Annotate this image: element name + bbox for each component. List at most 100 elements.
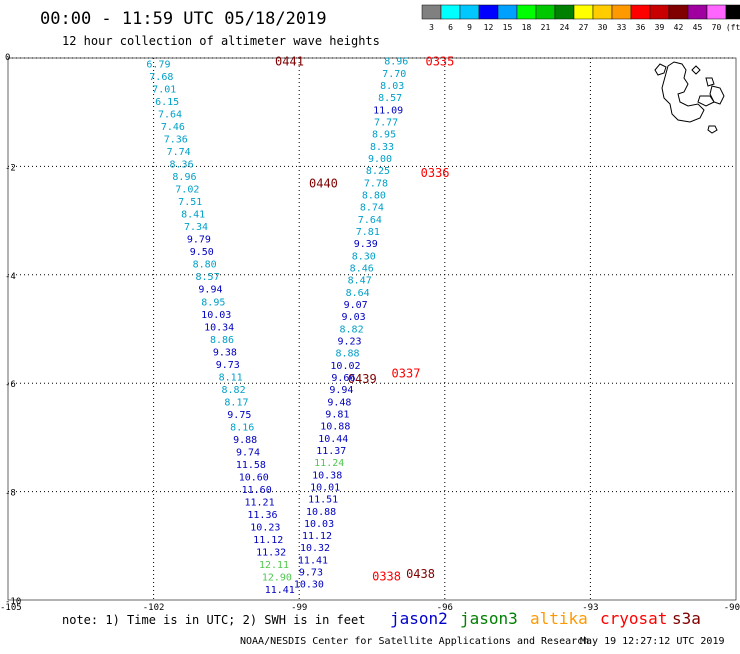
swh-value: 9.81 <box>325 409 349 420</box>
legend-swatch-7 <box>554 4 575 20</box>
legend-swatch-11 <box>630 4 651 20</box>
satellite-label-s3a: s3a <box>672 609 701 628</box>
swh-value: 11.37 <box>316 446 346 457</box>
swh-value: 9.94 <box>198 285 222 296</box>
swh-value: 10.02 <box>330 361 360 372</box>
swh-value: 8.80 <box>362 191 386 202</box>
legend-label-16: (ft) <box>726 23 740 32</box>
xtick--93: -93 <box>582 603 598 613</box>
legend-swatch-5 <box>516 4 537 20</box>
swh-value: 7.68 <box>149 72 173 83</box>
swh-value: 7.51 <box>178 197 202 208</box>
swh-value: 8.57 <box>378 93 402 104</box>
ytick--8: -8 <box>5 489 16 499</box>
swh-value: 8.57 <box>196 272 220 283</box>
plot-grid <box>7 57 737 601</box>
swh-value: 8.96 <box>172 172 196 183</box>
pass-time-label: 0438 <box>406 567 435 581</box>
pass-time-label: 0336 <box>421 166 450 180</box>
swh-value: 12.11 <box>259 560 289 571</box>
legend-swatch-2 <box>459 4 480 20</box>
swh-value: 8.03 <box>380 81 404 92</box>
swh-value: 8.41 <box>181 210 205 221</box>
swh-value: 7.02 <box>175 185 199 196</box>
legend-swatch-14 <box>687 4 708 20</box>
legend-swatch-15 <box>706 4 727 20</box>
swh-value: 7.01 <box>152 84 176 95</box>
island-outline-4 <box>709 85 725 105</box>
legend-swatch-6 <box>535 4 556 20</box>
footer-note: note: 1) Time is in UTC; 2) SWH is in fe… <box>62 613 365 627</box>
legend-label-0: 3 <box>429 23 434 32</box>
swh-value: 8.82 <box>222 385 246 396</box>
xtick--99: -99 <box>291 603 307 613</box>
swh-value: 10.01 <box>310 482 340 493</box>
legend-swatch-9 <box>592 4 613 20</box>
xtick--105: -105 <box>0 603 22 613</box>
island-outline-3 <box>705 77 715 87</box>
xtick--90: -90 <box>724 603 740 613</box>
legend-swatch-3 <box>478 4 499 20</box>
island-outline-6 <box>707 125 718 134</box>
swh-value: 7.34 <box>184 222 208 233</box>
swh-value: 8.96 <box>384 57 408 68</box>
pass-time-label: 0335 <box>425 55 454 69</box>
swh-value: 9.74 <box>236 447 260 458</box>
footer-timestamp: May 19 12:27:12 UTC 2019 <box>580 636 725 647</box>
swh-value: 12.90 <box>262 573 292 584</box>
swh-value: 10.60 <box>239 473 269 484</box>
island-outline-1 <box>661 61 705 123</box>
swh-value: 10.88 <box>320 422 350 433</box>
swh-value: 11.09 <box>373 105 403 116</box>
swh-value: 8.95 <box>372 130 396 141</box>
footer-credit: NOAA/NESDIS Center for Satellite Applica… <box>240 636 589 647</box>
legend-label-13: 42 <box>674 23 684 32</box>
swh-value: 8.11 <box>219 372 243 383</box>
island-outline-0 <box>654 63 667 76</box>
swh-value: 9.39 <box>354 239 378 250</box>
swh-value: 8.82 <box>340 324 364 335</box>
swh-value: 11.32 <box>256 548 286 559</box>
swh-value: 10.03 <box>304 519 334 530</box>
swh-value: 10.23 <box>250 523 280 534</box>
axis-ticks: 0 -2 -4 -6 -8 -10-105 -102 -99 -96 -93 -90 <box>0 53 740 613</box>
swh-value: 6.15 <box>155 97 179 108</box>
swh-value: 11.36 <box>247 510 277 521</box>
swh-value: 9.00 <box>368 154 392 165</box>
ytick--4: -4 <box>5 272 16 282</box>
ytick--6: -6 <box>5 380 16 390</box>
legend-swatch-1 <box>440 4 461 20</box>
island-outline-2 <box>691 65 701 75</box>
legend-label-1: 6 <box>448 23 453 32</box>
legend-label-8: 27 <box>579 23 589 32</box>
swh-value: 9.23 <box>337 336 361 347</box>
legend-label-3: 12 <box>484 23 494 32</box>
swh-value: 8.25 <box>366 166 390 177</box>
swh-value: 9.50 <box>190 247 214 258</box>
swh-value: 10.32 <box>300 543 330 554</box>
swh-value: 8.95 <box>201 297 225 308</box>
swh-value: 11.58 <box>236 460 266 471</box>
swh-value: 9.07 <box>344 300 368 311</box>
xtick--96: -96 <box>437 603 453 613</box>
swh-value: 7.64 <box>358 215 382 226</box>
swh-value: 8.33 <box>370 142 394 153</box>
swh-value: 6.79 <box>146 59 170 70</box>
swh-value: 9.94 <box>329 385 353 396</box>
swh-value: 9.73 <box>216 360 240 371</box>
swh-value: 10.03 <box>201 310 231 321</box>
pass-time-label: 0440 <box>309 177 338 191</box>
legend-swatch-16 <box>725 4 740 20</box>
legend-label-11: 36 <box>636 23 646 32</box>
swh-value: 9.03 <box>342 312 366 323</box>
swh-value: 9.48 <box>327 397 351 408</box>
legend-swatch-8 <box>573 4 594 20</box>
legend-label-7: 24 <box>560 23 570 32</box>
legend-swatch-12 <box>649 4 670 20</box>
legend-swatch-4 <box>497 4 518 20</box>
swh-value: 7.81 <box>356 227 380 238</box>
island-outline-5 <box>697 95 715 107</box>
satellite-legend: jason2 jason3 altika cryosat s3a <box>390 609 701 628</box>
